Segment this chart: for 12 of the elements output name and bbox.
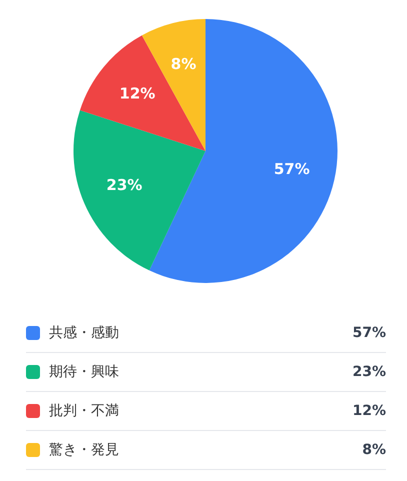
legend-label: 批判・不満 — [49, 402, 120, 420]
text: 23% — [352, 364, 386, 380]
legend-label: 驚き・発見 — [49, 441, 120, 459]
text: 12% — [352, 403, 386, 419]
data-label: 57% — [274, 160, 310, 178]
legend-label: 共感・感動 — [49, 324, 120, 342]
text: 8% — [362, 442, 386, 458]
data-label: 12% — [119, 84, 156, 103]
data-label: 23% — [106, 176, 142, 194]
data-label: 8% — [170, 55, 196, 74]
legend-label: 期待・興味 — [49, 363, 120, 381]
text: 57% — [352, 325, 386, 341]
